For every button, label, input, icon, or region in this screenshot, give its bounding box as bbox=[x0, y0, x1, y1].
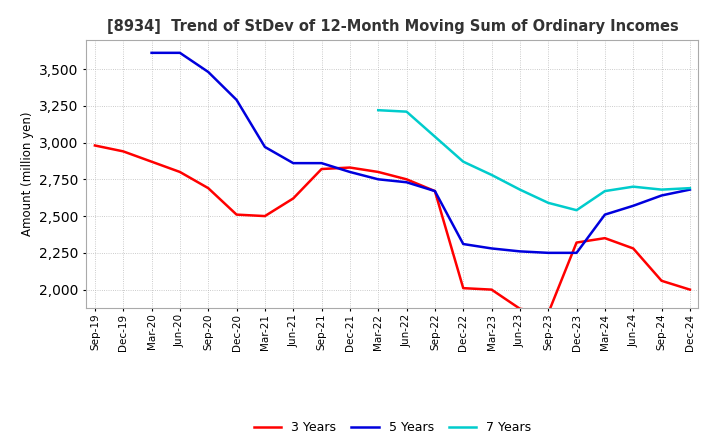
3 Years bbox=[148, 159, 156, 164]
7 Years bbox=[431, 134, 439, 139]
7 Years bbox=[544, 200, 552, 205]
5 Years bbox=[346, 169, 354, 175]
7 Years bbox=[600, 188, 609, 194]
3 Years bbox=[346, 165, 354, 170]
3 Years bbox=[91, 143, 99, 148]
Title: [8934]  Trend of StDev of 12-Month Moving Sum of Ordinary Incomes: [8934] Trend of StDev of 12-Month Moving… bbox=[107, 19, 678, 34]
5 Years bbox=[261, 144, 269, 150]
3 Years bbox=[657, 278, 666, 283]
7 Years bbox=[572, 208, 581, 213]
5 Years bbox=[600, 212, 609, 217]
5 Years bbox=[148, 50, 156, 55]
3 Years bbox=[629, 246, 637, 251]
5 Years bbox=[402, 180, 411, 185]
5 Years bbox=[657, 193, 666, 198]
3 Years bbox=[119, 149, 127, 154]
Line: 5 Years: 5 Years bbox=[152, 53, 690, 253]
5 Years bbox=[204, 70, 212, 75]
5 Years bbox=[431, 188, 439, 194]
Line: 7 Years: 7 Years bbox=[378, 110, 690, 210]
3 Years bbox=[204, 186, 212, 191]
3 Years bbox=[516, 306, 524, 312]
5 Years bbox=[318, 161, 326, 166]
3 Years bbox=[233, 212, 241, 217]
5 Years bbox=[544, 250, 552, 256]
3 Years bbox=[431, 188, 439, 194]
7 Years bbox=[459, 159, 467, 164]
3 Years bbox=[318, 166, 326, 172]
3 Years bbox=[176, 169, 184, 175]
5 Years bbox=[572, 250, 581, 256]
5 Years bbox=[629, 203, 637, 209]
5 Years bbox=[176, 50, 184, 55]
3 Years bbox=[487, 287, 496, 292]
7 Years bbox=[487, 172, 496, 178]
Line: 3 Years: 3 Years bbox=[95, 146, 690, 313]
5 Years bbox=[289, 161, 297, 166]
5 Years bbox=[685, 187, 694, 192]
7 Years bbox=[374, 107, 382, 113]
5 Years bbox=[233, 97, 241, 103]
7 Years bbox=[402, 109, 411, 114]
3 Years bbox=[459, 286, 467, 291]
7 Years bbox=[657, 187, 666, 192]
7 Years bbox=[685, 186, 694, 191]
7 Years bbox=[629, 184, 637, 189]
3 Years bbox=[289, 196, 297, 201]
3 Years bbox=[572, 240, 581, 245]
5 Years bbox=[374, 177, 382, 182]
3 Years bbox=[402, 177, 411, 182]
5 Years bbox=[459, 242, 467, 247]
Y-axis label: Amount (million yen): Amount (million yen) bbox=[21, 112, 34, 236]
7 Years bbox=[516, 187, 524, 192]
Legend: 3 Years, 5 Years, 7 Years: 3 Years, 5 Years, 7 Years bbox=[248, 416, 536, 439]
3 Years bbox=[685, 287, 694, 292]
3 Years bbox=[600, 235, 609, 241]
3 Years bbox=[374, 169, 382, 175]
3 Years bbox=[544, 311, 552, 316]
3 Years bbox=[261, 213, 269, 219]
5 Years bbox=[516, 249, 524, 254]
5 Years bbox=[487, 246, 496, 251]
